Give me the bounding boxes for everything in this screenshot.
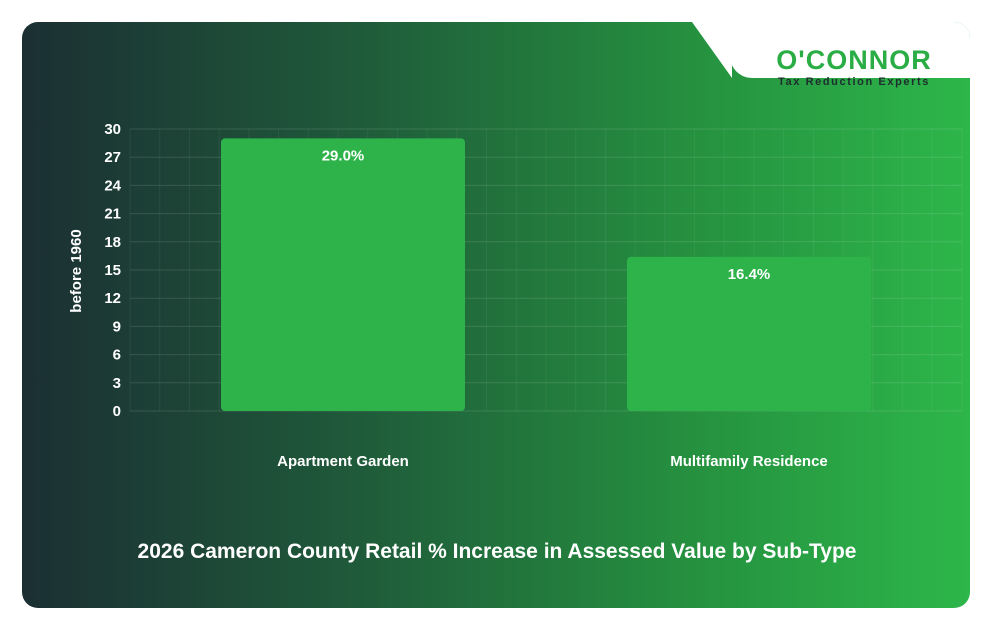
chart-title: 2026 Cameron County Retail % Increase in… — [137, 540, 857, 563]
y-tick-label: 3 — [113, 375, 121, 392]
bars: 29.0% 16.4% — [221, 138, 871, 411]
x-categories: Apartment Garden Multifamily Residence — [277, 453, 828, 470]
y-tick-label: 9 — [113, 318, 121, 335]
logo-tagline: Tax Reduction Experts — [778, 76, 930, 88]
y-tick-label: 30 — [104, 121, 121, 138]
bar — [627, 256, 871, 411]
bar-value-label: 29.0% — [322, 147, 365, 164]
y-tick-label: 21 — [104, 206, 121, 223]
y-tick-label: 6 — [113, 347, 121, 364]
bar-value-label: 16.4% — [728, 266, 771, 283]
y-tick-label: 18 — [104, 234, 121, 251]
y-tick-label: 15 — [104, 262, 121, 279]
bar — [221, 138, 465, 411]
x-category-label: Apartment Garden — [277, 453, 409, 470]
brand-logo: O'CONNOR Tax Reduction Experts — [764, 46, 944, 88]
y-tick-label: 0 — [113, 403, 121, 420]
y-tick-label: 27 — [104, 149, 121, 166]
x-category-label: Multifamily Residence — [670, 453, 828, 470]
y-axis-title: before 1960 — [68, 229, 85, 312]
y-tick-label: 12 — [104, 290, 121, 307]
logo-name: O'CONNOR — [776, 45, 932, 75]
logo-notch — [730, 22, 970, 78]
y-tick-label: 24 — [104, 177, 121, 194]
y-ticks: 0 3 6 9 12 15 18 21 24 27 30 — [104, 121, 121, 420]
